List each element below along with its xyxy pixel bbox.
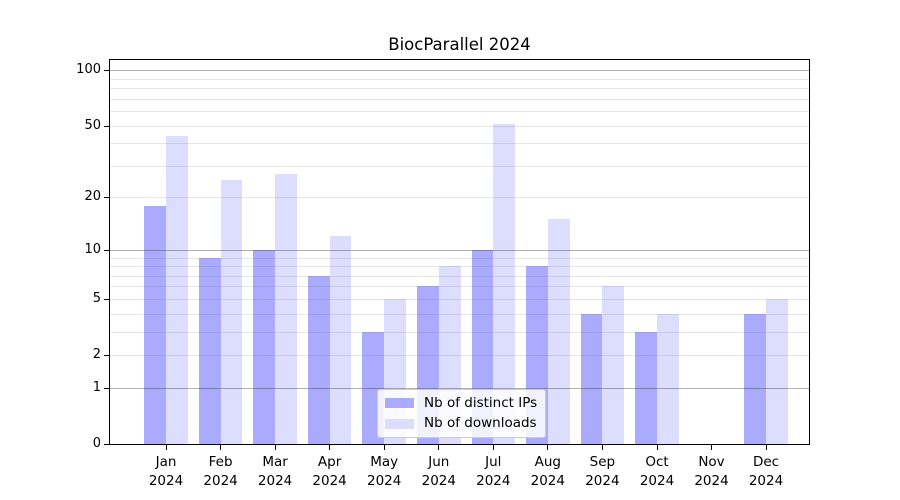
x-tick-label-May: May 2024 bbox=[349, 453, 419, 491]
legend: Nb of distinct IPs Nb of downloads bbox=[377, 389, 546, 438]
gridline-y-4 bbox=[110, 313, 809, 315]
y-tick-label-0: 0 bbox=[92, 436, 101, 451]
legend-swatch-downloads bbox=[385, 418, 414, 429]
gridline-y-3 bbox=[110, 331, 809, 333]
legend-item-distinct-ips: Nb of distinct IPs bbox=[385, 394, 538, 413]
gridline-y-7 bbox=[110, 275, 809, 277]
plot-area bbox=[109, 59, 810, 445]
x-tick-label-Sep: Sep 2024 bbox=[567, 453, 637, 491]
x-tick-Oct bbox=[656, 445, 658, 450]
y-tick-label-5: 5 bbox=[92, 290, 101, 306]
x-tick-label-year-Feb: 2024 bbox=[203, 473, 238, 489]
x-tick-label-year-Aug: 2024 bbox=[530, 473, 565, 489]
bar-downloads-Oct bbox=[657, 313, 679, 444]
x-tick-label-Jun: Jun 2024 bbox=[404, 453, 474, 491]
x-tick-Jan bbox=[165, 445, 167, 450]
x-tick-label-year-Sep: 2024 bbox=[585, 473, 620, 489]
x-tick-Feb bbox=[220, 445, 222, 450]
gridline-y-30 bbox=[110, 165, 809, 167]
bar-downloads-Jul bbox=[493, 123, 516, 444]
gridline-y-5 bbox=[110, 298, 809, 300]
y-tick-label-100: 100 bbox=[76, 62, 101, 78]
bar-downloads-Feb bbox=[220, 180, 243, 444]
gridline-y-40 bbox=[110, 143, 809, 145]
x-tick-label-year-Nov: 2024 bbox=[694, 473, 729, 489]
x-tick-label-Aug: Aug 2024 bbox=[513, 453, 583, 491]
x-tick-Dec bbox=[765, 445, 767, 450]
gridline-y-8 bbox=[110, 266, 809, 267]
x-tick-label-year-Mar: 2024 bbox=[257, 473, 293, 489]
x-tick-Jun bbox=[438, 445, 440, 450]
y-tick-2 bbox=[104, 355, 109, 356]
gridline-y-9 bbox=[110, 257, 809, 259]
x-tick-label-Nov: Nov 2024 bbox=[677, 453, 747, 491]
x-tick-label-Apr: Apr 2024 bbox=[295, 453, 365, 491]
bar-downloads-Jan bbox=[166, 135, 188, 444]
chart-title: BiocParallel 2024 bbox=[388, 35, 531, 54]
x-tick-Mar bbox=[274, 445, 276, 450]
bar-downloads-Apr bbox=[329, 236, 352, 444]
x-tick-label-year-Jan: 2024 bbox=[148, 473, 184, 489]
y-tick-50 bbox=[104, 125, 109, 127]
y-tick-1 bbox=[104, 387, 109, 389]
bar-downloads-Dec bbox=[766, 298, 788, 444]
y-tick-label-50: 50 bbox=[84, 117, 101, 133]
x-tick-label-year-Dec: 2024 bbox=[748, 473, 784, 489]
bar-distinct-ips-Mar bbox=[253, 249, 276, 444]
bar-distinct-ips-Feb bbox=[198, 257, 221, 444]
bar-distinct-ips-Dec bbox=[744, 313, 767, 444]
x-tick-Sep bbox=[601, 445, 603, 450]
gridline-y-10 bbox=[110, 249, 809, 251]
bar-downloads-Mar bbox=[275, 174, 297, 444]
y-tick-label-10: 10 bbox=[84, 241, 101, 257]
legend-label-downloads: Nb of downloads bbox=[424, 415, 537, 432]
gridline-y-100 bbox=[110, 70, 809, 72]
y-tick-10 bbox=[104, 249, 109, 251]
y-tick-label-1: 1 bbox=[92, 379, 101, 395]
bar-distinct-ips-Sep bbox=[580, 313, 603, 444]
x-tick-label-year-Oct: 2024 bbox=[639, 473, 675, 489]
gridline-y-50 bbox=[110, 125, 809, 127]
x-tick-label-Feb: Feb 2024 bbox=[186, 453, 256, 491]
bar-downloads-Aug bbox=[547, 219, 570, 444]
legend-label-distinct-ips: Nb of distinct IPs bbox=[424, 394, 538, 411]
gridline-y-80 bbox=[110, 88, 809, 89]
gridline-y-6 bbox=[110, 286, 809, 288]
x-tick-label-Jan: Jan 2024 bbox=[131, 453, 201, 491]
y-tick-100 bbox=[104, 70, 109, 72]
legend-item-downloads: Nb of downloads bbox=[385, 414, 538, 433]
x-tick-label-Dec: Dec 2024 bbox=[731, 453, 801, 491]
x-tick-Aug bbox=[547, 445, 549, 450]
x-tick-label-Jul: Jul 2024 bbox=[458, 453, 528, 491]
x-tick-label-Oct: Oct 2024 bbox=[622, 453, 692, 491]
bar-distinct-ips-Apr bbox=[307, 275, 330, 444]
x-tick-May bbox=[383, 445, 385, 450]
gridline-y-20 bbox=[110, 197, 809, 199]
y-tick-0 bbox=[104, 444, 109, 445]
gridline-y-90 bbox=[110, 78, 809, 80]
bar-distinct-ips-Jan bbox=[144, 205, 166, 444]
gridline-y-70 bbox=[110, 98, 809, 100]
y-tick-label-20: 20 bbox=[84, 189, 101, 205]
legend-swatch-distinct-ips bbox=[385, 398, 414, 409]
gridline-y-1 bbox=[110, 387, 809, 389]
y-tick-5 bbox=[104, 298, 109, 300]
x-tick-label-year-Jun: 2024 bbox=[421, 473, 456, 489]
gridline-y-2 bbox=[110, 355, 809, 356]
x-tick-label-year-May: 2024 bbox=[367, 473, 402, 489]
x-tick-label-Mar: Mar 2024 bbox=[240, 453, 310, 491]
y-tick-20 bbox=[104, 197, 109, 199]
x-tick-Apr bbox=[329, 445, 331, 450]
bar-distinct-ips-Oct bbox=[635, 331, 657, 444]
x-tick-label-year-Jul: 2024 bbox=[476, 473, 511, 489]
y-tick-label-2: 2 bbox=[92, 347, 101, 362]
x-tick-Jul bbox=[492, 445, 494, 450]
x-tick-Nov bbox=[711, 445, 712, 450]
bar-downloads-Sep bbox=[602, 286, 625, 444]
gridline-y-60 bbox=[110, 111, 809, 112]
x-tick-label-year-Apr: 2024 bbox=[312, 473, 347, 489]
